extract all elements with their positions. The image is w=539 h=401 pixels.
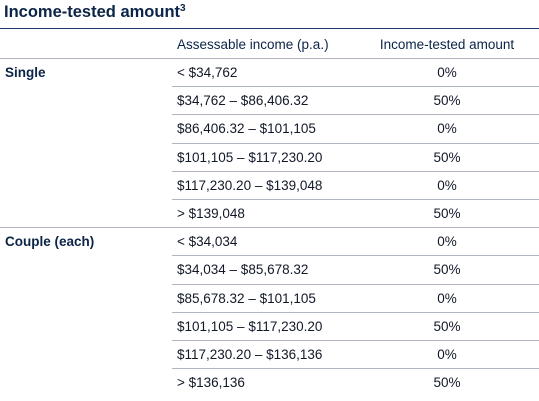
footnote-marker: 3 <box>180 3 186 14</box>
income-tested-amount-cell: 50% <box>355 142 539 172</box>
group-label-empty <box>0 199 172 227</box>
income-tested-amount-cell: 0% <box>355 227 539 256</box>
assessable-income-cell: $34,034 – $85,678.32 <box>172 255 355 284</box>
group-label-empty <box>0 256 172 284</box>
group-label-empty <box>0 171 172 199</box>
column-header-assessable-income: Assessable income (p.a.) <box>172 28 355 59</box>
table-row: > $136,136 50% <box>0 368 539 397</box>
income-tested-amount-cell: 0% <box>355 170 539 200</box>
income-test-table-container: Assessable income (p.a.) Income-tested a… <box>0 28 539 397</box>
assessable-income-cell: $85,678.32 – $101,105 <box>172 283 355 313</box>
income-tested-amount-cell: 0% <box>355 283 539 313</box>
group-label: Couple (each) <box>0 227 172 256</box>
assessable-income-cell: $34,762 – $86,406.32 <box>172 86 355 115</box>
assessable-income-cell: < $34,034 <box>172 227 355 256</box>
table-row: $85,678.32 – $101,105 0% <box>0 283 539 313</box>
income-tested-amount-cell: 0% <box>355 57 539 87</box>
table-header-row: Assessable income (p.a.) Income-tested a… <box>0 28 539 59</box>
group-label-empty <box>0 284 172 312</box>
income-test-table: Assessable income (p.a.) Income-tested a… <box>0 28 539 397</box>
group-label-empty <box>0 312 172 340</box>
income-tested-amount-cell: 50% <box>355 368 539 397</box>
assessable-income-cell: $101,105 – $117,230.20 <box>172 311 355 341</box>
table-header: Assessable income (p.a.) Income-tested a… <box>0 28 539 59</box>
income-tested-amount-cell: 0% <box>355 339 539 369</box>
table-row: Couple (each) < $34,034 0% <box>0 227 539 256</box>
assessable-income-cell: > $136,136 <box>172 368 355 397</box>
group-label: Single <box>0 57 172 87</box>
income-tested-amount-cell: 50% <box>355 255 539 284</box>
group-label-empty <box>0 115 172 143</box>
group-label-empty <box>0 340 172 368</box>
assessable-income-cell: $117,230.20 – $136,136 <box>172 339 355 369</box>
table-row: $117,230.20 – $139,048 0% <box>0 170 539 200</box>
table-row: $101,105 – $117,230.20 50% <box>0 311 539 341</box>
assessable-income-cell: > $139,048 <box>172 198 355 228</box>
assessable-income-cell: $117,230.20 – $139,048 <box>172 170 355 200</box>
group-label-empty <box>0 369 172 397</box>
table-row: Single < $34,762 0% <box>0 57 539 87</box>
table-row: > $139,048 50% <box>0 198 539 228</box>
table-row: $117,230.20 – $136,136 0% <box>0 339 539 369</box>
table-title: Income-tested amount3 <box>4 3 186 22</box>
group-label-empty <box>0 87 172 115</box>
assessable-income-cell: < $34,762 <box>172 57 355 87</box>
income-tested-amount-cell: 50% <box>355 311 539 341</box>
table-row: $86,406.32 – $101,105 0% <box>0 114 539 144</box>
column-header-income-tested-amount: Income-tested amount <box>355 28 539 59</box>
income-tested-amount-cell: 50% <box>355 86 539 115</box>
table-title-text: Income-tested amount <box>4 3 181 21</box>
table-row: $101,105 – $117,230.20 50% <box>0 142 539 172</box>
group-label-empty <box>0 143 172 171</box>
table-row: $34,034 – $85,678.32 50% <box>0 255 539 284</box>
income-tested-amount-cell: 50% <box>355 198 539 228</box>
assessable-income-cell: $101,105 – $117,230.20 <box>172 142 355 172</box>
income-tested-amount-cell: 0% <box>355 114 539 144</box>
table-row: $34,762 – $86,406.32 50% <box>0 86 539 115</box>
assessable-income-cell: $86,406.32 – $101,105 <box>172 114 355 144</box>
column-header-group <box>0 28 172 59</box>
table-body: Single < $34,762 0% $34,762 – $86,406.32 50%… <box>0 57 539 397</box>
